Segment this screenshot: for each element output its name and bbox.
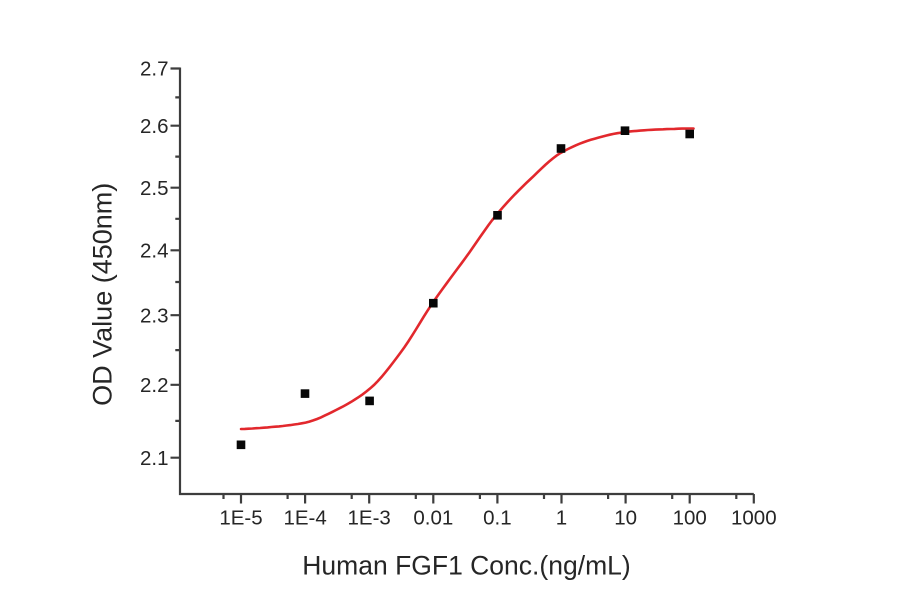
svg-text:1: 1	[556, 507, 567, 530]
svg-text:1E-5: 1E-5	[219, 507, 262, 530]
svg-text:2.5: 2.5	[140, 177, 169, 200]
svg-text:0.01: 0.01	[413, 507, 453, 530]
svg-text:OD Value (450nm): OD Value (450nm)	[88, 183, 118, 406]
svg-text:0.1: 0.1	[483, 507, 512, 530]
svg-text:1000: 1000	[731, 507, 777, 530]
svg-text:10: 10	[614, 507, 637, 530]
svg-text:2.2: 2.2	[140, 374, 169, 397]
svg-text:Human FGF1 Conc.(ng/mL): Human FGF1 Conc.(ng/mL)	[302, 551, 630, 581]
svg-text:2.1: 2.1	[140, 447, 169, 470]
svg-text:1E-4: 1E-4	[283, 507, 326, 530]
svg-text:100: 100	[673, 507, 707, 530]
svg-text:2.7: 2.7	[140, 58, 169, 81]
svg-text:1E-3: 1E-3	[348, 507, 391, 530]
svg-text:2.4: 2.4	[140, 240, 169, 263]
svg-text:2.3: 2.3	[140, 304, 169, 327]
svg-text:2.6: 2.6	[140, 115, 169, 138]
